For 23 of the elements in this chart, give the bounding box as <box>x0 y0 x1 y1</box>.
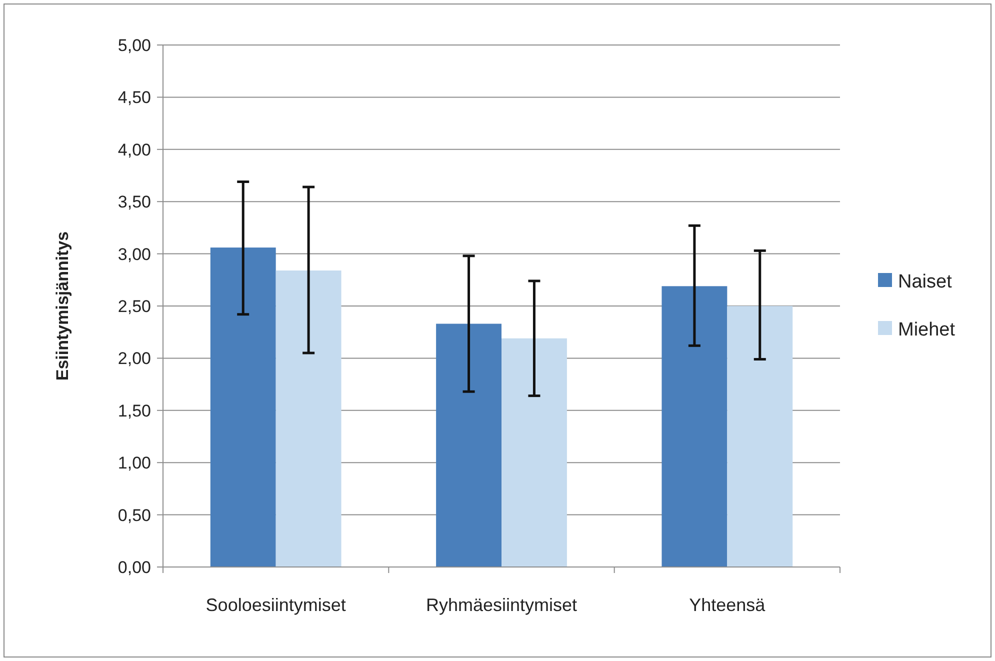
y-tick-label: 1,00 <box>118 454 151 473</box>
y-tick-label: 2,00 <box>118 349 151 368</box>
legend-label: Miehet <box>898 320 956 341</box>
y-tick-label: 5,00 <box>118 36 151 55</box>
x-tick-label: Yhteensä <box>689 595 766 615</box>
y-tick-label: 3,50 <box>118 192 151 212</box>
bar <box>276 270 342 567</box>
y-tick-label: 3,00 <box>118 244 151 264</box>
y-tick-label: 4,50 <box>118 88 151 108</box>
bar <box>727 306 793 567</box>
x-tick-label: Ryhmäesiintymiset <box>426 595 578 615</box>
bar <box>210 248 276 567</box>
y-tick-label: 2,50 <box>118 296 151 316</box>
y-tick-label: 0,00 <box>118 558 151 577</box>
y-tick-label: 1,50 <box>118 401 151 420</box>
y-tick-label: 0,50 <box>118 506 151 525</box>
x-tick-label: Sooloesiintymiset <box>206 595 346 615</box>
y-axis-title: Esiintymisjännitys <box>53 231 72 381</box>
bar <box>662 286 728 567</box>
legend-label: Naiset <box>898 272 953 293</box>
bar <box>502 338 567 567</box>
y-tick-label: 4,00 <box>118 140 151 160</box>
bar <box>436 324 502 567</box>
